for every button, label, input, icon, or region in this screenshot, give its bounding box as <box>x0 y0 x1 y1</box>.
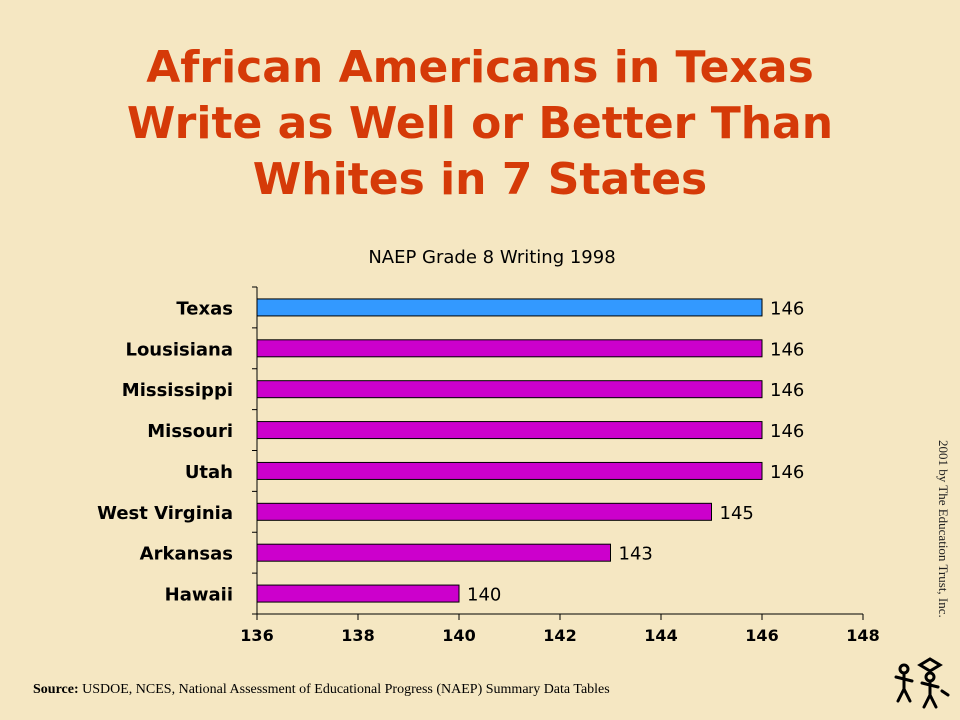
category-label: Texas <box>176 298 233 319</box>
copyright-text: 2001 by The Education Trust, Inc. <box>936 440 951 618</box>
x-tick-label: 136 <box>240 626 273 645</box>
slide-title: African Americans in Texas Write as Well… <box>0 40 960 208</box>
data-label: 145 <box>720 503 754 524</box>
bar-missouri <box>256 421 763 440</box>
category-label: West Virginia <box>97 503 233 524</box>
category-label: Mississippi <box>122 380 233 401</box>
x-tick-label: 148 <box>846 626 879 645</box>
x-tick-label: 142 <box>543 626 576 645</box>
data-label: 146 <box>770 462 804 483</box>
bar-arkansas <box>256 543 611 562</box>
category-label: Lousisiana <box>125 339 233 360</box>
x-tick-label: 140 <box>442 626 475 645</box>
bar-west-virginia <box>256 502 712 521</box>
data-label: 146 <box>770 339 804 360</box>
chart-title: NAEP Grade 8 Writing 1998 <box>368 247 615 268</box>
bar-lousisiana <box>256 339 763 358</box>
source-text: USDOE, NCES, National Assessment of Educ… <box>82 682 610 697</box>
category-label: Arkansas <box>140 544 233 565</box>
bar-mississippi <box>256 380 763 399</box>
plot-area: 136 138 140 142 144 146 148 Texas 146 Lousisiana 1… <box>97 286 880 645</box>
data-label: 146 <box>770 298 804 319</box>
bar-hawaii <box>256 584 460 603</box>
x-tick-label: 144 <box>644 626 677 645</box>
data-label: 143 <box>619 544 653 565</box>
bar-utah <box>256 461 763 480</box>
data-label: 146 <box>770 421 804 442</box>
category-label: Utah <box>185 462 233 483</box>
bar-texas <box>256 298 763 317</box>
category-label: Hawaii <box>165 585 233 606</box>
source-label: Source: <box>33 682 79 697</box>
data-label: 140 <box>467 585 501 606</box>
x-tick-label: 146 <box>745 626 778 645</box>
title-line-2: Write as Well or Better Than <box>126 98 834 149</box>
source-note: Source: USDOE, NCES, National Assessment… <box>33 682 610 698</box>
category-label: Missouri <box>147 421 233 442</box>
title-line-1: African Americans in Texas <box>146 42 814 93</box>
x-tick-label: 138 <box>341 626 374 645</box>
title-line-3: Whites in 7 States <box>252 154 708 205</box>
education-trust-logo-icon <box>894 657 950 709</box>
data-label: 146 <box>770 380 804 401</box>
